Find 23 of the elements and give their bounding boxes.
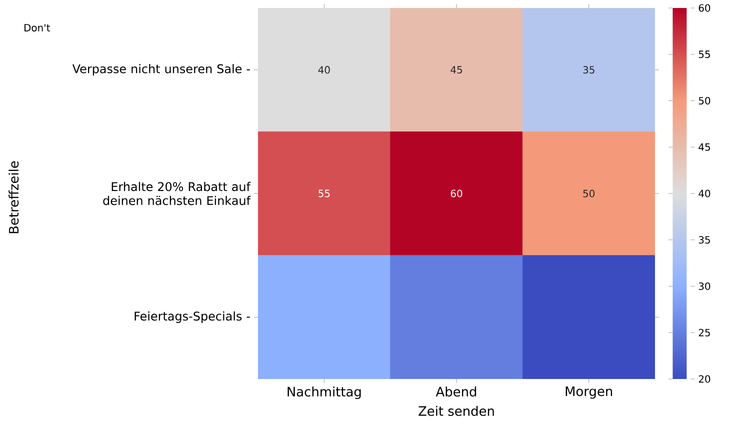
text: Don't [24, 24, 50, 32]
color-bar-label: 50 [698, 96, 710, 105]
data-label: 50 [583, 190, 595, 198]
x-tick-label: Abend [436, 386, 476, 397]
color-bar-label: 45 [698, 143, 710, 151]
color-bar-label: 40 [698, 190, 710, 198]
y-tick-label: Erhalte 20% Rabatt auf deinen nächsten Einkauf [103, 182, 251, 206]
color-bar-label: 25 [698, 328, 710, 336]
data-label: 60 [450, 190, 462, 198]
color-bar-label: 30 [698, 282, 710, 290]
color-bar-label: 60 [698, 4, 710, 12]
data-label: 55 [318, 190, 330, 198]
y-axis-title: Betreffzeile [8, 161, 19, 234]
x-tick-label: Morgen [566, 386, 612, 399]
y-tick-label: Verpasse nicht unseren Sale - [72, 64, 250, 76]
color-bar-label: 20 [698, 375, 710, 383]
x-axis-title: Zeit senden [418, 406, 494, 416]
data-label: 35 [583, 66, 594, 74]
y-tick-label: Feiertags-Specials - [134, 311, 250, 323]
color-bar-label: 55 [698, 50, 710, 58]
x-tick-label: Nachmittag [288, 386, 361, 400]
data-label: 40 [318, 66, 330, 74]
color-bar-label: 35 [698, 236, 710, 244]
